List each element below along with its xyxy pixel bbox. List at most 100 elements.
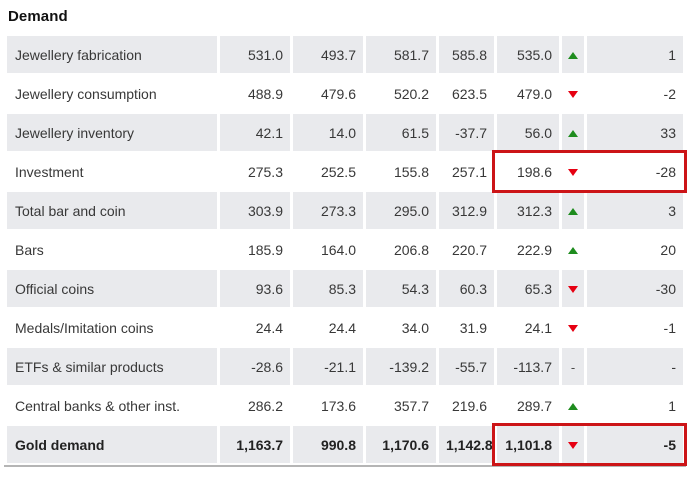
value-cell: 34.0 xyxy=(401,319,429,336)
value-cell: -28.6 xyxy=(220,348,290,385)
value-cell: -21.1 xyxy=(293,348,363,385)
value-cell: 990.8 xyxy=(293,426,363,463)
value-cell: 1,163.7 xyxy=(220,426,290,463)
table-row: ETFs & similar products -28.6 -21.1 -139.2-… xyxy=(7,348,683,385)
value-cell: 286.2 xyxy=(247,397,283,414)
percent-change-cell: 3 xyxy=(587,192,683,229)
value-cell: 479.6 xyxy=(320,85,356,102)
value-cell: 56.0 xyxy=(497,114,559,151)
value-cell: 357.7 xyxy=(393,397,429,414)
row-label: Medals/Imitation coins xyxy=(15,319,154,336)
value-cell: 623.5 xyxy=(451,85,487,102)
direction-cell xyxy=(562,114,584,151)
arrow-down-icon xyxy=(568,442,578,450)
value-cell: 275.3 xyxy=(247,163,283,180)
direction-cell xyxy=(562,426,584,463)
arrow-up-icon xyxy=(568,130,578,138)
table-row: Investment 275.3 252.5 155.8 257.1 198.6 -28 xyxy=(7,153,683,190)
percent-change-cell: -1 xyxy=(663,319,676,336)
value-cell: 531.0 xyxy=(220,36,290,73)
value-cell: 24.4 xyxy=(328,319,356,336)
page-title: Demand xyxy=(8,8,68,25)
table-row: Jewellery consumption 488.9 479.6 520.2 623.… xyxy=(7,75,683,112)
value-cell: 585.8 xyxy=(439,36,494,73)
arrow-up-icon xyxy=(568,403,578,411)
arrow-down-icon xyxy=(568,325,578,333)
value-cell: 520.2 xyxy=(393,85,429,102)
percent-change-cell: -30 xyxy=(587,270,683,307)
value-cell: 222.9 xyxy=(516,241,552,258)
value-cell: 61.5 xyxy=(366,114,436,151)
table-row: Total bar and coin 303.9 273.3 295.0 312.9 31… xyxy=(7,192,683,229)
table-row: Jewellery fabrication 531.0 493.7 581.7 585.… xyxy=(7,36,683,73)
value-cell: 155.8 xyxy=(393,163,429,180)
direction-cell xyxy=(562,231,584,268)
table-row: Medals/Imitation coins 24.4 24.4 34.0 31.9 24… xyxy=(7,309,683,346)
table-row: Central banks & other inst. 286.2 173.6 357… xyxy=(7,387,683,424)
arrow-up-icon xyxy=(568,52,578,60)
value-cell: 219.6 xyxy=(451,397,487,414)
value-cell: 54.3 xyxy=(366,270,436,307)
value-cell: 14.0 xyxy=(293,114,363,151)
percent-change-cell: -5 xyxy=(587,426,683,463)
demand-table-body: Jewellery fabrication 531.0 493.7 581.7 585.… xyxy=(7,36,683,463)
percent-change-cell: - xyxy=(587,348,683,385)
row-label: Bars xyxy=(15,241,44,258)
direction-cell xyxy=(562,270,584,307)
value-cell: 206.8 xyxy=(393,241,429,258)
table-row: Jewellery inventory 42.1 14.0 61.5 -37.7 56.0… xyxy=(7,114,683,151)
table-row: Gold demand 1,163.7 990.8 1,170.6 1,142.8 1,1… xyxy=(7,426,683,463)
arrow-down-icon xyxy=(568,169,578,177)
value-cell: 65.3 xyxy=(497,270,559,307)
value-cell: 31.9 xyxy=(459,319,487,336)
value-cell: 164.0 xyxy=(320,241,356,258)
arrow-up-icon xyxy=(568,208,578,216)
percent-change-cell: -2 xyxy=(663,85,676,102)
value-cell: 173.6 xyxy=(320,397,356,414)
value-cell: 488.9 xyxy=(247,85,283,102)
arrow-up-icon xyxy=(568,247,578,255)
row-label: Jewellery fabrication xyxy=(7,36,217,73)
value-cell: 312.3 xyxy=(497,192,559,229)
row-label: Official coins xyxy=(7,270,217,307)
direction-cell xyxy=(562,309,584,346)
value-cell: -55.7 xyxy=(439,348,494,385)
direction-cell xyxy=(562,153,584,190)
value-cell: 42.1 xyxy=(220,114,290,151)
direction-cell xyxy=(562,192,584,229)
row-label: Gold demand xyxy=(7,426,217,463)
value-cell: 24.4 xyxy=(255,319,283,336)
row-label: Jewellery inventory xyxy=(7,114,217,151)
value-cell: -139.2 xyxy=(366,348,436,385)
direction-cell xyxy=(562,75,584,112)
value-cell: 1,101.8 xyxy=(497,426,559,463)
value-cell: 24.1 xyxy=(524,319,552,336)
value-cell: 1,170.6 xyxy=(366,426,436,463)
value-cell: 93.6 xyxy=(220,270,290,307)
value-cell: 220.7 xyxy=(451,241,487,258)
value-cell: -113.7 xyxy=(497,348,559,385)
value-cell: 85.3 xyxy=(293,270,363,307)
value-cell: 198.6 xyxy=(516,163,552,180)
value-cell: 295.0 xyxy=(366,192,436,229)
value-cell: 493.7 xyxy=(293,36,363,73)
value-cell: 535.0 xyxy=(497,36,559,73)
table-row: Bars 185.9 164.0 206.8 220.7 222.9 20 xyxy=(7,231,683,268)
value-cell: 303.9 xyxy=(220,192,290,229)
row-label: Central banks & other inst. xyxy=(15,397,180,414)
arrow-down-icon xyxy=(568,286,578,294)
value-cell: 257.1 xyxy=(451,163,487,180)
value-cell: 60.3 xyxy=(439,270,494,307)
percent-change-cell: 1 xyxy=(668,397,676,414)
demand-table: Jewellery fabrication 531.0 493.7 581.7 585.… xyxy=(4,34,686,467)
percent-change-cell: -28 xyxy=(655,163,676,180)
direction-cell: - xyxy=(562,348,584,385)
value-cell: 312.9 xyxy=(439,192,494,229)
row-label: ETFs & similar products xyxy=(7,348,217,385)
value-cell: 289.7 xyxy=(516,397,552,414)
value-cell: -37.7 xyxy=(439,114,494,151)
percent-change-cell: 1 xyxy=(587,36,683,73)
value-cell: 273.3 xyxy=(293,192,363,229)
value-cell: 252.5 xyxy=(320,163,356,180)
